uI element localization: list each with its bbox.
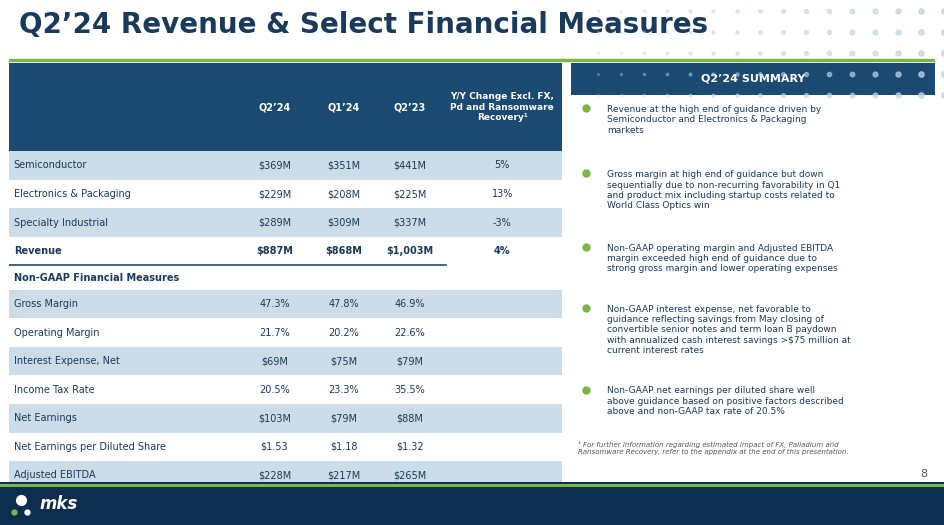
FancyBboxPatch shape <box>9 433 562 461</box>
Text: $868M: $868M <box>325 246 362 256</box>
Text: mks: mks <box>40 495 78 513</box>
Text: 4%: 4% <box>494 246 511 256</box>
Text: Y/Y Change Excl. FX,
Pd and Ransomware
Recovery¹: Y/Y Change Excl. FX, Pd and Ransomware R… <box>450 92 554 122</box>
Text: Q2’23: Q2’23 <box>394 102 426 112</box>
Text: $79M: $79M <box>396 356 423 366</box>
Text: 47.3%: 47.3% <box>260 299 290 309</box>
Text: $69M: $69M <box>261 356 288 366</box>
Text: $1.53: $1.53 <box>261 442 288 452</box>
Text: 5%: 5% <box>495 161 510 171</box>
Text: Non-GAAP operating margin and Adjusted EBITDA
margin exceeded high end of guidan: Non-GAAP operating margin and Adjusted E… <box>608 244 838 274</box>
Text: 21.7%: 21.7% <box>260 328 290 338</box>
Text: Revenue at the high end of guidance driven by
Semiconductor and Electronics & Pa: Revenue at the high end of guidance driv… <box>608 105 821 135</box>
Text: Q2’24: Q2’24 <box>259 102 291 112</box>
Text: 20.5%: 20.5% <box>260 385 290 395</box>
FancyBboxPatch shape <box>9 318 562 347</box>
Text: 13%: 13% <box>492 189 513 199</box>
Text: 46.9%: 46.9% <box>395 299 425 309</box>
Text: Non-GAAP Financial Measures: Non-GAAP Financial Measures <box>14 272 179 282</box>
Text: Adjusted EBITDA Margin: Adjusted EBITDA Margin <box>14 499 132 509</box>
Text: 23.3%: 23.3% <box>329 385 359 395</box>
Text: Interest Expense, Net: Interest Expense, Net <box>14 356 120 366</box>
Text: Gross margin at high end of guidance but down
sequentially due to non-recurring : Gross margin at high end of guidance but… <box>608 170 841 211</box>
Text: $1,003M: $1,003M <box>386 246 433 256</box>
FancyBboxPatch shape <box>9 347 562 375</box>
Text: Net Earnings per Diluted Share: Net Earnings per Diluted Share <box>14 442 166 452</box>
Text: $351M: $351M <box>327 161 360 171</box>
FancyBboxPatch shape <box>9 375 562 404</box>
Text: Adjusted EBITDA: Adjusted EBITDA <box>14 470 95 480</box>
Text: Revenue: Revenue <box>14 246 61 256</box>
Text: ¹ For further information regarding estimated impact of FX, Palladium and
Ransom: ¹ For further information regarding esti… <box>579 441 849 455</box>
Text: $88M: $88M <box>396 413 423 423</box>
Text: $228M: $228M <box>258 470 291 480</box>
Text: 20.2%: 20.2% <box>329 328 359 338</box>
Text: $265M: $265M <box>394 470 427 480</box>
FancyBboxPatch shape <box>9 461 562 490</box>
Text: $887M: $887M <box>256 246 293 256</box>
Text: Net Earnings: Net Earnings <box>14 413 76 423</box>
FancyBboxPatch shape <box>0 482 944 525</box>
Text: $103M: $103M <box>258 413 291 423</box>
Text: 25.7%: 25.7% <box>259 499 290 509</box>
Text: $1.18: $1.18 <box>329 442 357 452</box>
FancyBboxPatch shape <box>9 490 562 518</box>
Text: $79M: $79M <box>330 413 357 423</box>
FancyBboxPatch shape <box>9 208 562 237</box>
Text: Q2’24 SUMMARY: Q2’24 SUMMARY <box>700 74 805 84</box>
FancyBboxPatch shape <box>9 180 562 208</box>
Text: 26.4%: 26.4% <box>395 499 425 509</box>
Text: Q1’24: Q1’24 <box>328 102 360 112</box>
Text: $441M: $441M <box>394 161 427 171</box>
FancyBboxPatch shape <box>9 63 562 151</box>
Text: Q2’24 Revenue & Select Financial Measures: Q2’24 Revenue & Select Financial Measure… <box>19 11 708 39</box>
Text: $1.32: $1.32 <box>396 442 424 452</box>
Text: Non-GAAP net earnings per diluted share well
above guidance based on positive fa: Non-GAAP net earnings per diluted share … <box>608 386 844 416</box>
Text: -3%: -3% <box>493 217 512 228</box>
Text: $217M: $217M <box>327 470 361 480</box>
Text: 35.5%: 35.5% <box>395 385 425 395</box>
Text: $75M: $75M <box>330 356 357 366</box>
Text: $369M: $369M <box>258 161 291 171</box>
FancyBboxPatch shape <box>9 237 562 266</box>
FancyBboxPatch shape <box>9 290 562 318</box>
FancyBboxPatch shape <box>9 151 562 180</box>
Text: $309M: $309M <box>327 217 360 228</box>
FancyBboxPatch shape <box>571 63 935 94</box>
Text: $289M: $289M <box>258 217 291 228</box>
Text: $229M: $229M <box>258 189 291 199</box>
Text: Semiconductor: Semiconductor <box>14 161 87 171</box>
Text: $225M: $225M <box>393 189 427 199</box>
Text: $337M: $337M <box>394 217 427 228</box>
Text: Gross Margin: Gross Margin <box>14 299 77 309</box>
Text: 8: 8 <box>920 469 927 479</box>
Text: Specialty Industrial: Specialty Industrial <box>14 217 108 228</box>
Text: 22.6%: 22.6% <box>395 328 425 338</box>
Text: 47.8%: 47.8% <box>329 299 359 309</box>
Text: $208M: $208M <box>327 189 360 199</box>
Text: Operating Margin: Operating Margin <box>14 328 99 338</box>
Text: Income Tax Rate: Income Tax Rate <box>14 385 94 395</box>
FancyBboxPatch shape <box>9 404 562 433</box>
Text: Non-GAAP interest expense, net favorable to
guidance reflecting savings from May: Non-GAAP interest expense, net favorable… <box>608 304 851 355</box>
Text: 25.0%: 25.0% <box>329 499 359 509</box>
Text: Electronics & Packaging: Electronics & Packaging <box>14 189 130 199</box>
